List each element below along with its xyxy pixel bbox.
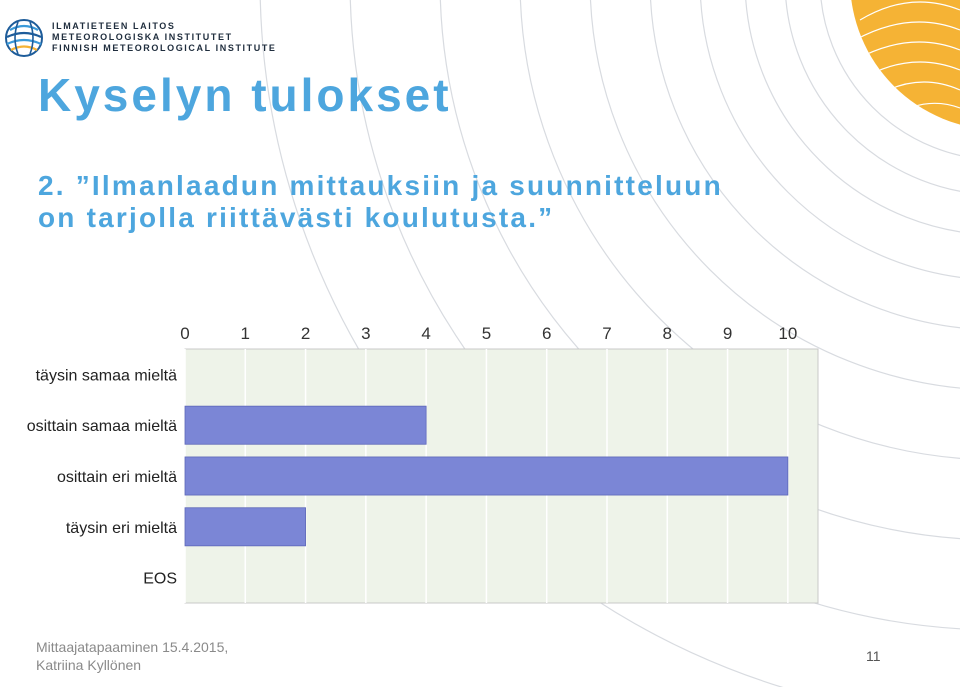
x-tick-label: 1 (241, 324, 250, 343)
category-label: täysin eri mieltä (66, 520, 177, 537)
x-tick-label: 10 (778, 324, 797, 343)
x-tick-label: 0 (180, 324, 189, 343)
footer-line-1: Mittaajatapaaminen 15.4.2015, (36, 639, 229, 655)
page-number: 11 (866, 648, 881, 664)
x-tick-label: 8 (663, 324, 672, 343)
category-label: täysin samaa mieltä (36, 367, 177, 384)
bar (184, 507, 306, 547)
organization-name: ILMATIETEEN LAITOS METEOROLOGISKA INSTIT… (52, 21, 277, 54)
sun-icon (850, 0, 960, 130)
x-tick-label: 9 (723, 324, 732, 343)
footer-text: Mittaajatapaaminen 15.4.2015, Katriina K… (36, 638, 228, 674)
question-text: 2. ”Ilmanlaadun mittauksiin ja suunnitte… (38, 170, 723, 234)
question-line-2: on tarjolla riittävästi koulutusta.” (38, 202, 555, 233)
category-label: EOS (143, 571, 177, 588)
x-tick-label: 2 (301, 324, 310, 343)
org-line-en: FINNISH METEOROLOGICAL INSTITUTE (52, 43, 277, 53)
slide-title: Kyselyn tulokset (38, 69, 452, 121)
bar-chart: 0 1 2 3 4 5 6 7 8 9 10 täysin samaa mieltä osittain … (27, 324, 819, 604)
x-tick-label: 3 (361, 324, 370, 343)
question-line-1: 2. ”Ilmanlaadun mittauksiin ja suunnitte… (38, 170, 723, 201)
org-line-fi: ILMATIETEEN LAITOS (52, 21, 176, 31)
category-label: osittain samaa mieltä (27, 418, 177, 435)
bar (184, 405, 427, 445)
x-tick-label: 6 (542, 324, 551, 343)
x-tick-label: 7 (602, 324, 611, 343)
x-tick-label: 4 (421, 324, 430, 343)
category-label: osittain eri mieltä (57, 469, 177, 486)
org-line-sv: METEOROLOGISKA INSTITUTET (52, 32, 233, 42)
bar (184, 456, 789, 496)
x-tick-label: 5 (482, 324, 491, 343)
footer-line-2: Katriina Kyllönen (36, 657, 142, 673)
fmi-logo-icon (5, 19, 43, 57)
